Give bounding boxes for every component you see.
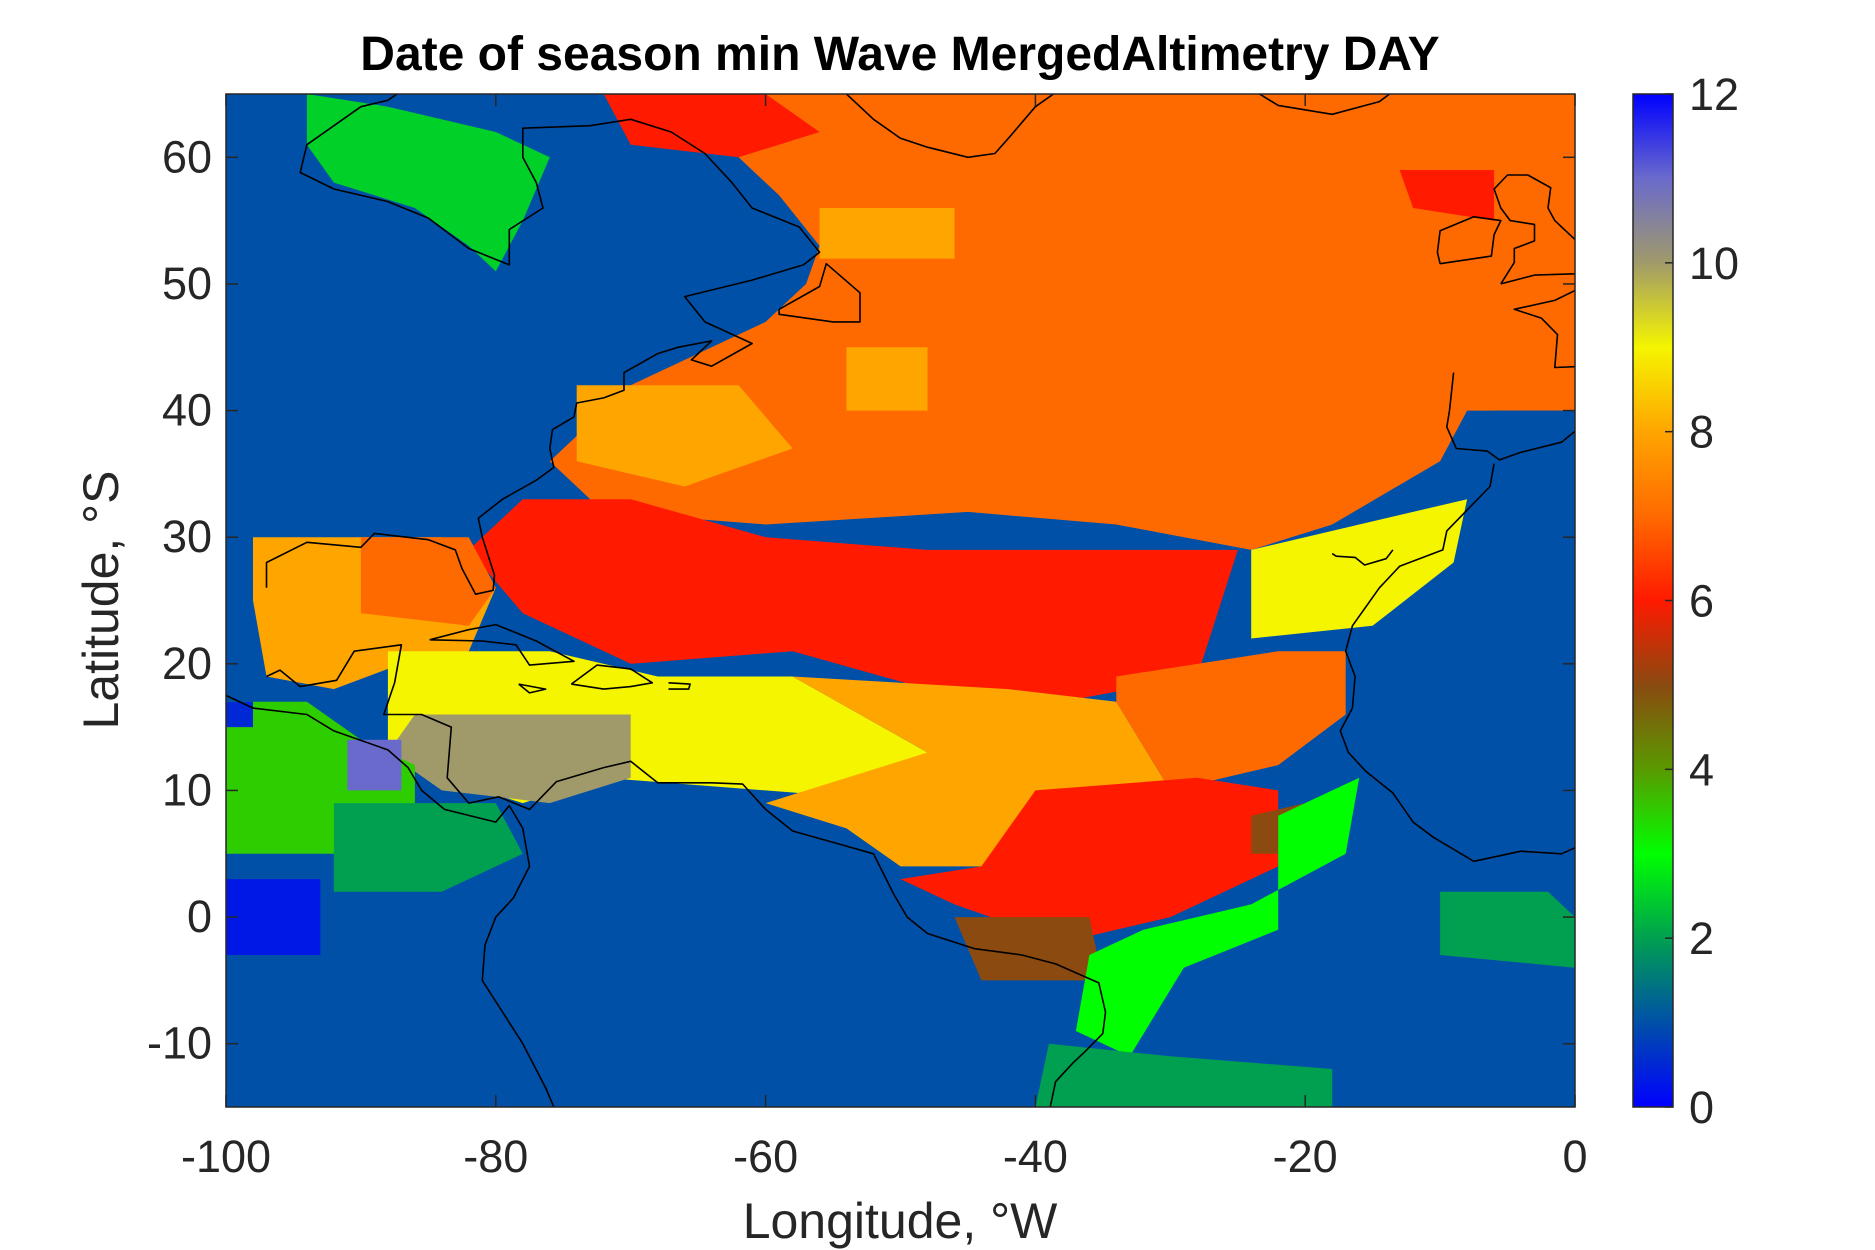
region-pacific-blue-patch [226,879,321,955]
y-tick-label: 10 [162,764,212,815]
region-labrador-red [603,94,820,158]
region-europe-red-patch [1399,170,1495,221]
heatmap-regions [226,94,1575,1107]
plot-area [226,94,1575,1107]
plot-frame [225,93,1576,1108]
coastline-north-america-east [265,94,821,595]
coastline-central-america [266,644,1107,1107]
region-mid-orange-patch-2 [846,347,928,411]
x-tick-label: -80 [463,1131,528,1182]
y-tick-label: 20 [162,638,212,689]
region-pacific-purple-small [347,739,402,791]
region-north-atlantic-main [549,94,1575,550]
region-north-atlantic-east-edge-gap [1494,410,1575,525]
coastline-ireland [1436,216,1502,265]
x-axis-label: Longitude, °W [743,1193,1058,1249]
colorbar-tick-label: 6 [1689,576,1714,627]
coastline-canary-islands [1331,549,1394,566]
y-tick-label: 30 [162,511,212,562]
coastline-africa-west [1339,463,1575,863]
x-tick-label: -20 [1273,1131,1338,1182]
y-tick-label: 40 [162,385,212,436]
region-east-tropical-orange [1116,651,1346,791]
coastline-newfoundland [778,262,861,323]
colorbar-ticks: 0 2 4 6 8 10 12 [1665,69,1739,1133]
colorbar-tick-label: 0 [1689,1082,1714,1133]
region-gulf-north-rim [360,537,496,626]
x-tick-label: -40 [1003,1131,1068,1182]
region-pacific-blue-small [226,701,253,728]
chart-title: Date of season min Wave MergedAltimetry … [360,28,1439,81]
region-africa-green-strip [1075,777,1360,1057]
x-tick-label: 0 [1562,1131,1587,1182]
y-axis: -10 0 10 20 30 40 50 60 [147,131,1575,1069]
region-gulf-of-guinea-green [1440,891,1575,968]
coastline-great-britain [1493,174,1575,285]
region-equatorial-red [900,777,1279,943]
region-south-green-strip [1035,1043,1333,1107]
coastline-europe-north [1513,289,1575,369]
y-tick-label: 0 [187,891,212,942]
colorbar-tick-label: 4 [1689,744,1714,795]
colorbar: 0 2 4 6 8 10 12 [1632,69,1739,1133]
coastlines [226,94,1575,1107]
y-tick-label: 50 [162,258,212,309]
coastline-jamaica [518,683,547,694]
coastline-iceland [1258,94,1391,116]
colorbar-tick-label: 12 [1689,69,1739,120]
coastline-cuba [429,623,575,666]
region-central-america-olive [387,714,631,804]
coastline-pacific-coast [226,694,555,1107]
region-brazil-brown [954,917,1103,981]
coastline-iberia [1446,372,1575,461]
x-axis: -100 -80 -60 -40 -20 0 [181,94,1588,1182]
y-tick-label: 60 [162,131,212,182]
x-tick-label: -100 [181,1131,271,1182]
region-mid-orange-patch-1 [819,208,955,259]
region-east-yellow-patch [1251,499,1468,639]
colorbar-tick-label: 2 [1689,913,1714,964]
region-hudson-bay-green [306,94,550,272]
colorbar-tick-label: 10 [1689,238,1739,289]
y-tick-label: -10 [147,1018,212,1069]
region-southwest-orange-patch [576,385,793,487]
coastline-hispaniola [570,664,654,690]
coastline-puerto-rico [668,682,691,690]
x-tick-label: -60 [733,1131,798,1182]
region-mid-atlantic-red-band [468,499,1238,702]
coastline-greenland [845,94,1055,159]
region-pacific-green-south [333,803,523,892]
colorbar-tick-label: 8 [1689,407,1714,458]
y-axis-label: Latitude, °S [73,470,129,729]
